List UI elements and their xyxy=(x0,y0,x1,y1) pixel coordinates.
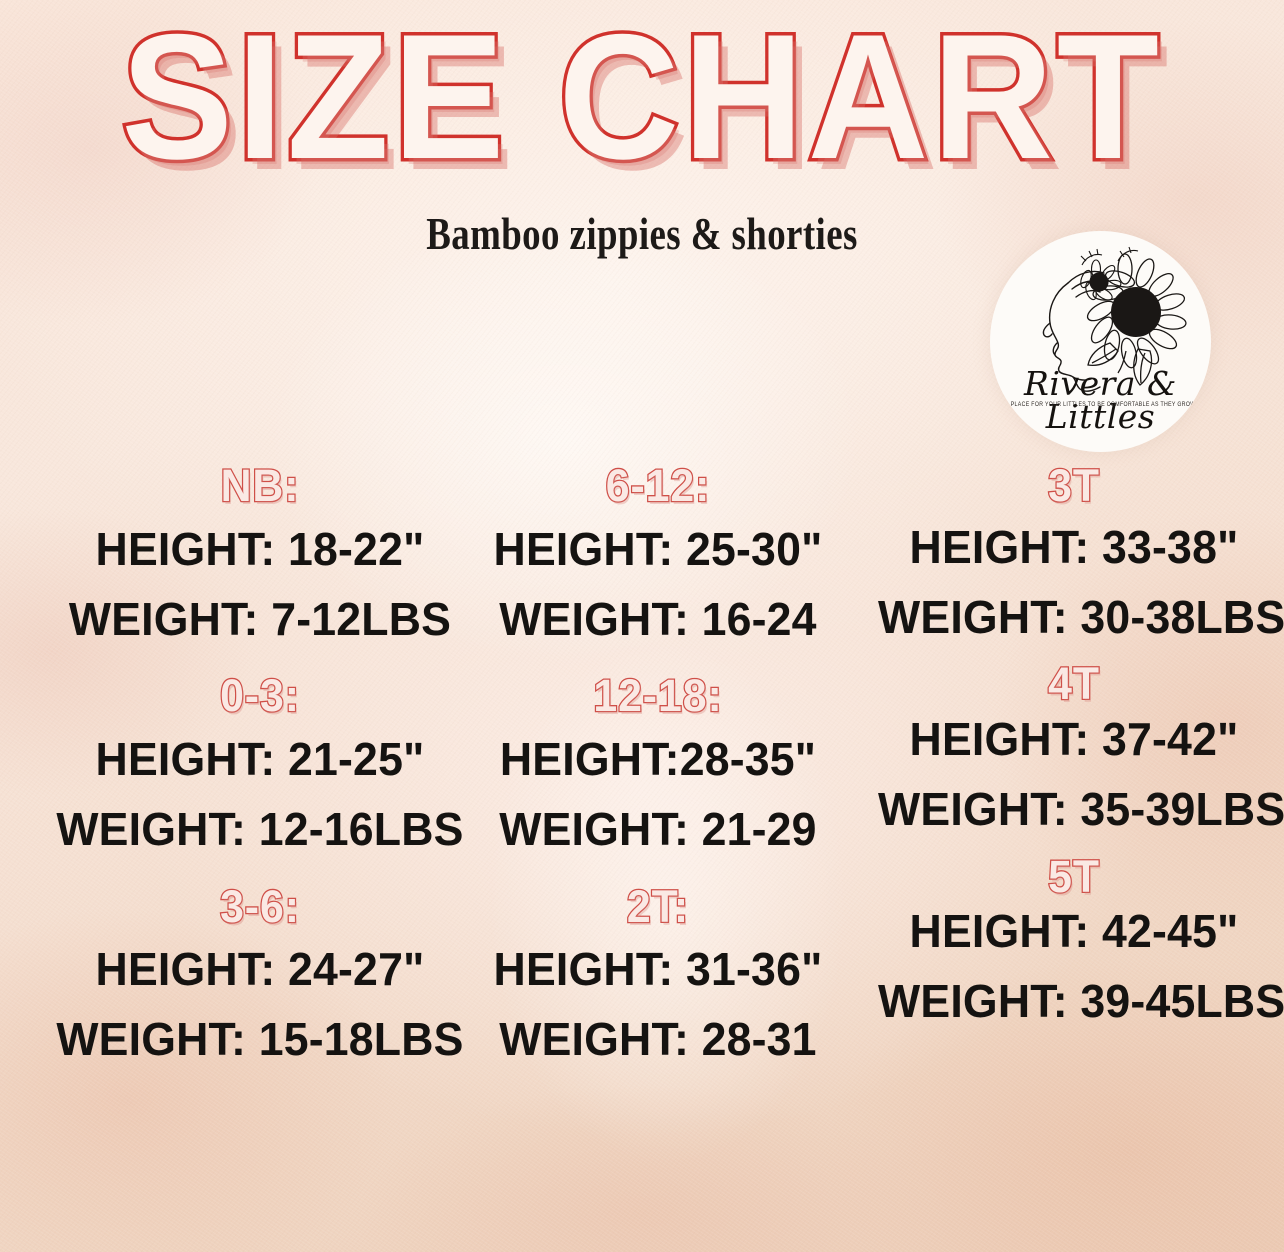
size-column-1: NB: HEIGHT: 18-22" WEIGHT: 7-12LBS 0-3: … xyxy=(40,460,480,1093)
size-height: HEIGHT: 18-22" xyxy=(95,522,425,575)
size-height: HEIGHT: 31-36" xyxy=(493,943,823,996)
size-height: HEIGHT: 24-27" xyxy=(95,943,425,996)
size-label: 4T xyxy=(1047,658,1100,710)
logo-wordmark: Rivera & Littles xyxy=(1024,364,1177,436)
size-height: HEIGHT: 25-30" xyxy=(493,522,823,575)
size-label: 2T: xyxy=(626,880,690,932)
size-column-3: 3T HEIGHT: 33-38" WEIGHT: 30-38LBS 4T HE… xyxy=(872,460,1284,1045)
sunflower-woman-profile-icon xyxy=(1042,246,1187,392)
size-weight: WEIGHT: 30-38LBS xyxy=(878,590,1284,643)
size-weight: WEIGHT: 21-29 xyxy=(499,802,817,855)
size-label: 3T xyxy=(1047,460,1100,511)
size-height: HEIGHT: 42-45" xyxy=(909,905,1239,958)
size-weight: WEIGHT: 16-24 xyxy=(499,592,817,645)
size-label: 6-12: xyxy=(604,460,711,511)
size-weight: WEIGHT: 35-39LBS xyxy=(878,782,1284,835)
size-weight: WEIGHT: 15-18LBS xyxy=(56,1013,464,1066)
size-weight: WEIGHT: 12-16LBS xyxy=(56,802,464,855)
size-label: NB: xyxy=(219,460,300,511)
size-weight: WEIGHT: 28-31 xyxy=(499,1013,817,1066)
size-height: HEIGHT:28-35" xyxy=(499,733,817,785)
size-block-nb: NB: HEIGHT: 18-22" WEIGHT: 7-12LBS xyxy=(40,460,480,670)
size-label: 0-3: xyxy=(219,670,300,722)
size-column-2: 6-12: HEIGHT: 25-30" WEIGHT: 16-24 12-18… xyxy=(468,460,848,1093)
size-weight: WEIGHT: 7-12LBS xyxy=(68,592,452,645)
size-columns: NB: HEIGHT: 18-22" WEIGHT: 7-12LBS 0-3: … xyxy=(0,460,1284,1162)
size-label: 5T xyxy=(1047,850,1100,902)
size-block-0-3: 0-3: HEIGHT: 21-25" WEIGHT: 12-16LBS xyxy=(40,670,480,880)
size-block-2t: 2T: HEIGHT: 31-36" WEIGHT: 28-31 xyxy=(468,880,848,1091)
size-label: 12-18: xyxy=(592,670,723,722)
size-height: HEIGHT: 37-42" xyxy=(909,713,1239,765)
size-label: 3-6: xyxy=(219,880,300,932)
size-block-12-18: 12-18: HEIGHT:28-35" WEIGHT: 21-29 xyxy=(468,670,848,880)
size-block-4t: 4T HEIGHT: 37-42" WEIGHT: 35-39LBS xyxy=(872,658,1284,850)
page-subtitle: Bamboo zippies & shorties xyxy=(426,209,858,259)
size-block-3-6: 3-6: HEIGHT: 24-27" WEIGHT: 15-18LBS xyxy=(40,880,480,1091)
size-weight: WEIGHT: 39-45LBS xyxy=(878,975,1284,1028)
logo-tagline: A PLACE FOR YOUR LITTLES TO BE COMFORTAB… xyxy=(1005,401,1196,409)
size-height: HEIGHT: 33-38" xyxy=(909,520,1239,573)
size-height: HEIGHT: 21-25" xyxy=(95,733,425,785)
size-block-3t: 3T HEIGHT: 33-38" WEIGHT: 30-38LBS xyxy=(872,460,1284,658)
size-block-5t: 5T HEIGHT: 42-45" WEIGHT: 39-45LBS xyxy=(872,850,1284,1043)
size-block-6-12: 6-12: HEIGHT: 25-30" WEIGHT: 16-24 xyxy=(468,460,848,670)
page-title: SIZE CHART xyxy=(118,0,1163,196)
brand-logo: Rivera & Littles A PLACE FOR YOUR LITTLE… xyxy=(990,231,1211,452)
